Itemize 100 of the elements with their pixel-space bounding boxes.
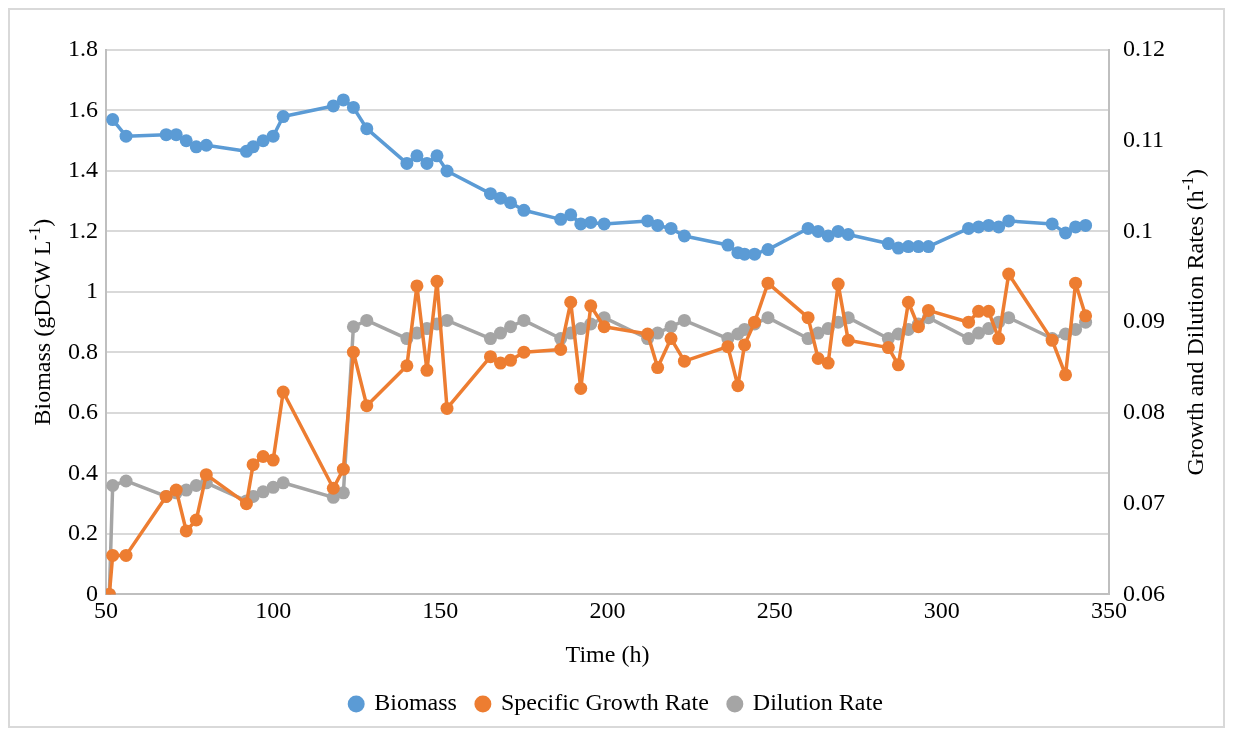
point <box>881 237 895 251</box>
point <box>721 238 735 252</box>
point <box>721 340 735 354</box>
point <box>992 332 1006 346</box>
y2-tick-label: 0.11 <box>1123 126 1165 153</box>
y-tick-label: 0.8 <box>68 337 98 364</box>
point <box>517 313 531 327</box>
y2-tick-label: 0.12 <box>1123 35 1165 62</box>
point <box>1045 217 1059 231</box>
point <box>664 221 678 235</box>
x-tick-label: 250 <box>756 597 793 624</box>
x-tick-label: 100 <box>255 597 292 624</box>
point <box>199 468 213 482</box>
y-tick-label: 0.2 <box>68 519 98 546</box>
point <box>738 338 752 352</box>
point <box>346 320 360 334</box>
point <box>517 345 531 359</box>
point <box>1002 214 1016 228</box>
point <box>504 196 518 210</box>
point <box>119 129 133 143</box>
point <box>821 356 835 370</box>
point <box>831 277 845 291</box>
point <box>326 99 340 113</box>
point <box>106 113 120 127</box>
point <box>483 187 497 201</box>
point <box>106 548 120 562</box>
legend-label: Specific Growth Rate <box>500 689 709 716</box>
point <box>179 134 193 148</box>
y2-tick-label: 0.1 <box>1123 216 1153 243</box>
point <box>246 458 260 472</box>
y-axis-title: Biomass (gDCW L-1) <box>25 218 56 426</box>
point <box>901 295 915 309</box>
point <box>641 327 655 341</box>
point <box>1079 218 1093 232</box>
point <box>554 212 568 226</box>
y2-tick-label: 0.09 <box>1123 307 1165 334</box>
x-tick-label: 300 <box>923 597 960 624</box>
x-tick-label: 150 <box>422 597 459 624</box>
point <box>761 311 775 325</box>
point <box>972 326 986 340</box>
point <box>921 303 935 317</box>
point <box>651 218 665 232</box>
point <box>256 134 270 148</box>
y2-tick-label: 0.08 <box>1123 398 1165 425</box>
point <box>554 342 568 356</box>
point <box>106 479 120 493</box>
point <box>246 140 260 154</box>
point <box>400 156 414 170</box>
point <box>517 203 531 217</box>
point <box>400 359 414 373</box>
point <box>410 279 424 293</box>
y2-axis-title: Growth and Dilution Rates (h-1) <box>1178 168 1209 476</box>
point <box>440 313 454 327</box>
point <box>276 110 290 124</box>
point <box>597 320 611 334</box>
point <box>564 295 578 309</box>
y-tick-label: 0.4 <box>68 458 98 485</box>
point <box>483 350 497 364</box>
point <box>276 476 290 490</box>
point <box>992 220 1006 234</box>
point <box>199 138 213 152</box>
point <box>440 164 454 178</box>
point <box>336 486 350 500</box>
point <box>664 332 678 346</box>
point <box>677 313 691 327</box>
point <box>841 333 855 347</box>
point <box>677 229 691 243</box>
point <box>841 227 855 241</box>
point <box>731 379 745 393</box>
x-axis-title: Time (h) <box>565 641 650 668</box>
point <box>266 453 280 467</box>
point <box>881 341 895 355</box>
point <box>483 332 497 346</box>
point <box>761 243 775 257</box>
point <box>430 274 444 288</box>
point <box>360 399 374 413</box>
point <box>651 361 665 375</box>
point <box>410 149 424 163</box>
point <box>584 215 598 229</box>
point <box>256 449 270 463</box>
point <box>641 214 655 228</box>
point <box>891 358 905 372</box>
point <box>564 208 578 222</box>
point <box>169 128 183 142</box>
point <box>574 381 588 395</box>
point <box>420 156 434 170</box>
point <box>256 485 270 499</box>
point <box>982 304 996 318</box>
point <box>346 345 360 359</box>
point <box>1079 309 1093 323</box>
point <box>189 513 203 527</box>
point <box>326 481 340 495</box>
point <box>921 240 935 254</box>
point <box>360 122 374 136</box>
point <box>664 320 678 334</box>
point <box>677 354 691 368</box>
point <box>119 474 133 488</box>
point <box>962 315 976 329</box>
x-tick-label: 200 <box>589 597 626 624</box>
point <box>346 100 360 114</box>
